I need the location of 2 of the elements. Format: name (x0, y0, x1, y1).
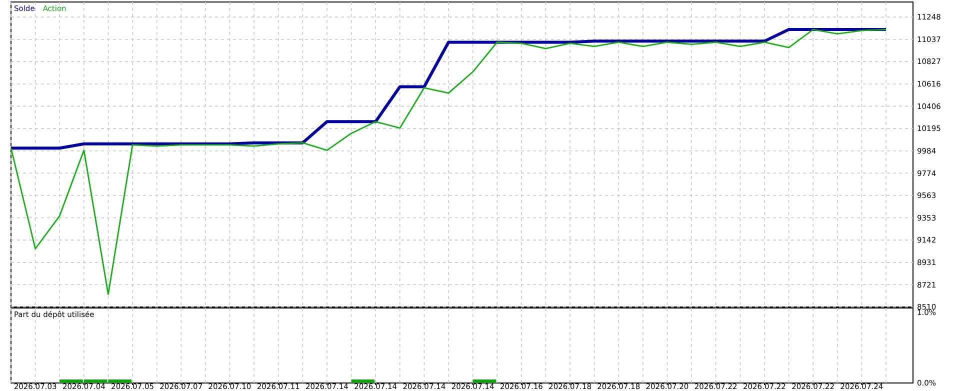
line-series (10, 28, 888, 150)
line-series (10, 28, 887, 295)
